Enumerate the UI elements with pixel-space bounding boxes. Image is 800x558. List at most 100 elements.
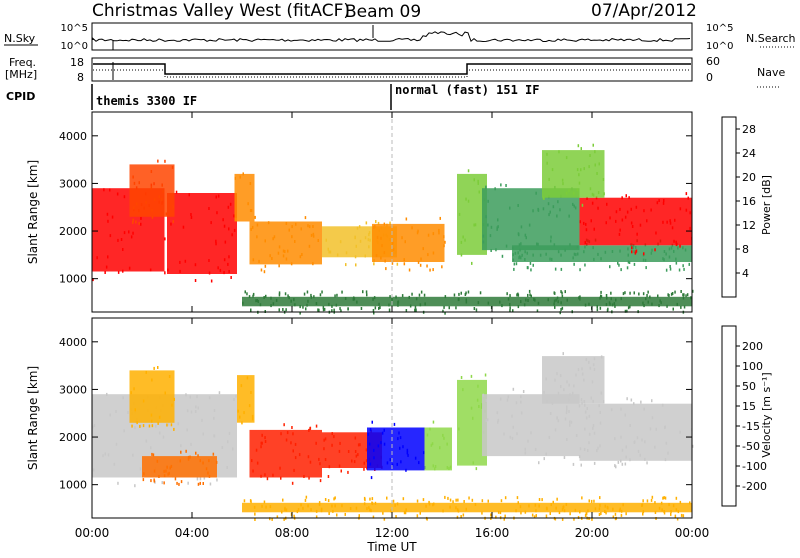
scatter-speck xyxy=(433,502,435,506)
scatter-speck xyxy=(443,244,445,248)
scatter-speck xyxy=(324,458,327,461)
scatter-speck xyxy=(420,290,423,294)
scatter-speck xyxy=(411,226,413,230)
scatter-speck xyxy=(545,252,547,256)
scatter-speck xyxy=(682,264,684,268)
scatter-speck xyxy=(443,305,445,309)
scatter-speck xyxy=(92,425,94,429)
scatter-speck xyxy=(329,250,332,254)
scatter-speck xyxy=(186,428,188,432)
scatter-speck xyxy=(689,226,691,230)
y-tick-label: 2000 xyxy=(59,225,87,238)
scatter-speck xyxy=(569,420,571,424)
scatter-speck xyxy=(553,302,555,306)
scatter-speck xyxy=(675,261,678,265)
scatter-speck xyxy=(371,502,374,506)
scatter-speck xyxy=(367,238,370,242)
scatter-speck xyxy=(275,298,278,302)
scatter-speck xyxy=(676,517,679,521)
scatter-speck xyxy=(598,513,601,516)
scatter-speck xyxy=(520,242,522,246)
scatter-speck xyxy=(503,432,505,436)
scatter-speck xyxy=(355,454,358,458)
scatter-speck xyxy=(668,247,671,251)
scatter-speck xyxy=(331,309,333,313)
scatter-speck xyxy=(244,290,246,294)
scatter-speck xyxy=(583,221,585,225)
scatter-speck xyxy=(644,258,647,262)
scatter-speck xyxy=(595,196,598,200)
scatter-speck xyxy=(600,257,602,261)
scatter-speck xyxy=(187,455,190,459)
scatter-speck xyxy=(449,498,452,502)
scatter-speck xyxy=(212,452,215,456)
scatter-speck xyxy=(197,482,200,486)
scatter-speck xyxy=(312,232,315,236)
scatter-speck xyxy=(389,458,391,462)
scatter-speck xyxy=(598,507,601,511)
scatter-speck xyxy=(365,448,368,452)
scatter-speck xyxy=(264,436,266,440)
scatter-speck xyxy=(104,271,106,274)
scatter-speck xyxy=(396,502,399,506)
scatter-speck xyxy=(545,377,547,381)
scatter-speck xyxy=(516,432,518,436)
scatter-speck xyxy=(142,478,145,482)
scatter-speck xyxy=(432,251,435,255)
scatter-speck xyxy=(106,392,108,396)
scatter-speck xyxy=(513,267,515,271)
scatter-speck xyxy=(246,292,248,296)
scatter-speck xyxy=(267,221,270,225)
scatter-speck xyxy=(557,419,560,423)
scatter-speck xyxy=(605,511,607,515)
scatter-speck xyxy=(223,224,226,228)
scatter-speck xyxy=(559,311,561,315)
scatter-speck xyxy=(153,469,156,473)
scatter-speck xyxy=(122,269,124,273)
scatter-speck xyxy=(499,511,502,515)
scatter-speck xyxy=(336,293,338,297)
scatter-speck xyxy=(279,466,281,470)
scatter-speck xyxy=(444,495,446,499)
scatter-speck xyxy=(628,196,630,200)
scatter-speck xyxy=(230,276,232,279)
scatter-speck xyxy=(128,230,130,234)
scatter-speck xyxy=(556,416,558,420)
scatter-speck xyxy=(235,394,237,398)
scatter-speck xyxy=(303,292,306,296)
scatter-speck xyxy=(287,294,289,298)
scatter-speck xyxy=(615,219,617,223)
scatter-speck xyxy=(556,372,558,376)
scatter-speck xyxy=(370,476,373,480)
scatter-speck xyxy=(149,268,152,272)
scatter-speck xyxy=(651,399,653,403)
scatter-speck xyxy=(612,515,615,519)
scatter-speck xyxy=(597,191,600,195)
scatter-speck xyxy=(600,512,602,515)
scatter-speck xyxy=(366,293,368,297)
scatter-speck xyxy=(269,505,272,509)
scatter-speck xyxy=(537,242,539,246)
scatter-speck xyxy=(278,293,281,297)
scatter-speck xyxy=(478,405,480,408)
scatter-speck xyxy=(673,249,675,253)
scatter-speck xyxy=(554,267,557,271)
scatter-speck xyxy=(567,398,570,402)
scatter-speck xyxy=(465,507,467,511)
scatter-speck xyxy=(373,456,375,460)
scatter-speck xyxy=(477,179,479,183)
scatter-speck xyxy=(663,258,665,262)
colorbar-tick-label: -15 xyxy=(742,420,760,433)
scatter-speck xyxy=(682,514,685,518)
scatter-speck xyxy=(233,398,235,401)
scatter-speck xyxy=(372,309,375,312)
scatter-speck xyxy=(133,387,135,391)
scatter-speck xyxy=(368,245,370,249)
scatter-speck xyxy=(363,496,366,500)
scatter-speck xyxy=(629,291,631,295)
scatter-speck xyxy=(635,245,637,249)
scatter-speck xyxy=(524,233,527,237)
scatter-speck xyxy=(213,416,215,420)
scatter-speck xyxy=(166,465,168,469)
scatter-speck xyxy=(497,225,499,229)
